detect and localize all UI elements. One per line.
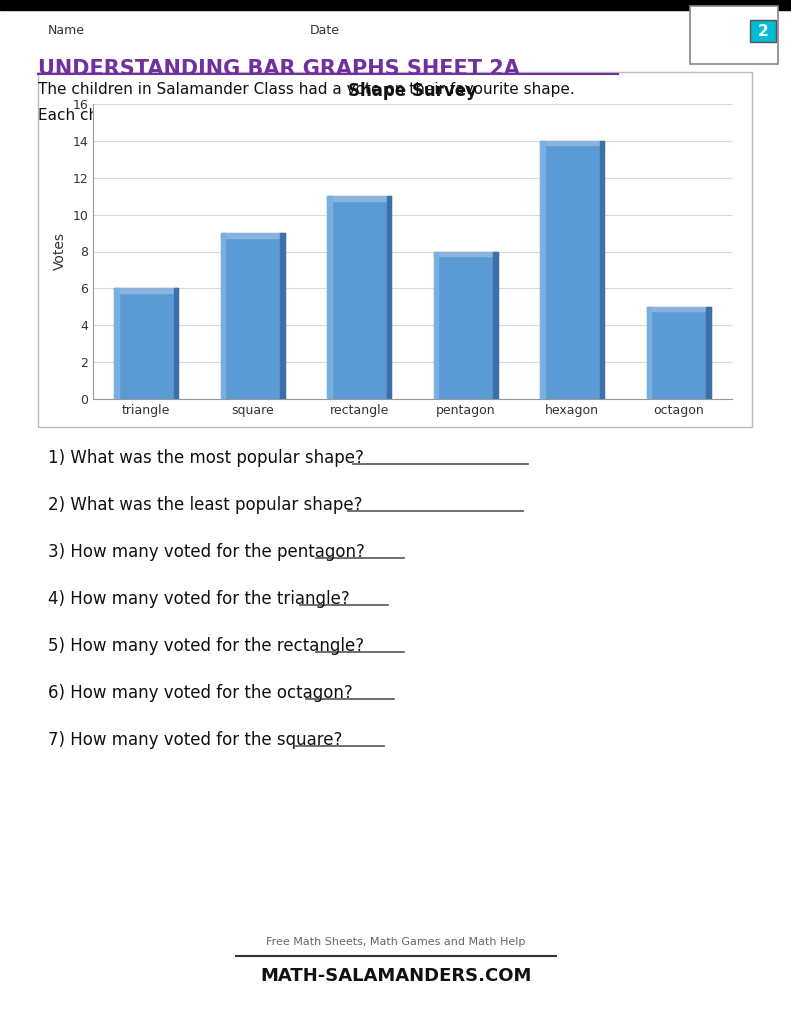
Bar [221,233,285,399]
Bar [540,141,604,145]
Bar [115,289,119,399]
Bar [433,252,498,399]
Bar [690,6,778,63]
Text: 4) How many voted for the triangle?: 4) How many voted for the triangle? [48,590,350,608]
Text: Each child had 2 votes.: Each child had 2 votes. [38,108,216,123]
Text: 2) What was the least popular shape?: 2) What was the least popular shape? [48,496,362,514]
Bar [540,141,604,399]
Text: Date: Date [310,24,340,37]
Text: 7) How many voted for the square?: 7) How many voted for the square? [48,731,343,749]
Bar [0,0,791,10]
Text: Name: Name [48,24,85,37]
Bar [221,233,285,238]
Bar [281,233,285,399]
Text: 1) What was the most popular shape?: 1) What was the most popular shape? [48,449,364,467]
Bar [387,197,392,399]
Bar [38,72,752,427]
Text: 3) How many voted for the pentagon?: 3) How many voted for the pentagon? [48,543,365,561]
Bar [647,307,710,311]
Text: The children in Salamander Class had a vote on their favourite shape.: The children in Salamander Class had a v… [38,82,575,97]
Bar [540,141,544,399]
Bar [221,233,225,399]
Y-axis label: Votes: Votes [53,232,66,270]
Text: 5) How many voted for the rectangle?: 5) How many voted for the rectangle? [48,637,364,655]
Text: 2: 2 [758,24,768,39]
Text: UNDERSTANDING BAR GRAPHS SHEET 2A: UNDERSTANDING BAR GRAPHS SHEET 2A [38,59,520,79]
Bar [647,307,710,399]
Bar [706,307,710,399]
Bar [327,197,392,399]
Text: MATH-SALAMANDERS.COM: MATH-SALAMANDERS.COM [260,967,532,985]
Bar [115,289,178,293]
Bar [433,252,438,399]
Text: 6) How many voted for the octagon?: 6) How many voted for the octagon? [48,684,353,702]
Bar [647,307,651,399]
Title: Shape Survey: Shape Survey [348,82,477,99]
Bar [327,197,392,201]
Bar [327,197,331,399]
Bar [433,252,498,256]
Bar [600,141,604,399]
Bar [494,252,498,399]
Text: Free Math Sheets, Math Games and Math Help: Free Math Sheets, Math Games and Math He… [267,937,526,947]
Bar [174,289,178,399]
Bar [750,20,776,42]
Bar [115,289,178,399]
